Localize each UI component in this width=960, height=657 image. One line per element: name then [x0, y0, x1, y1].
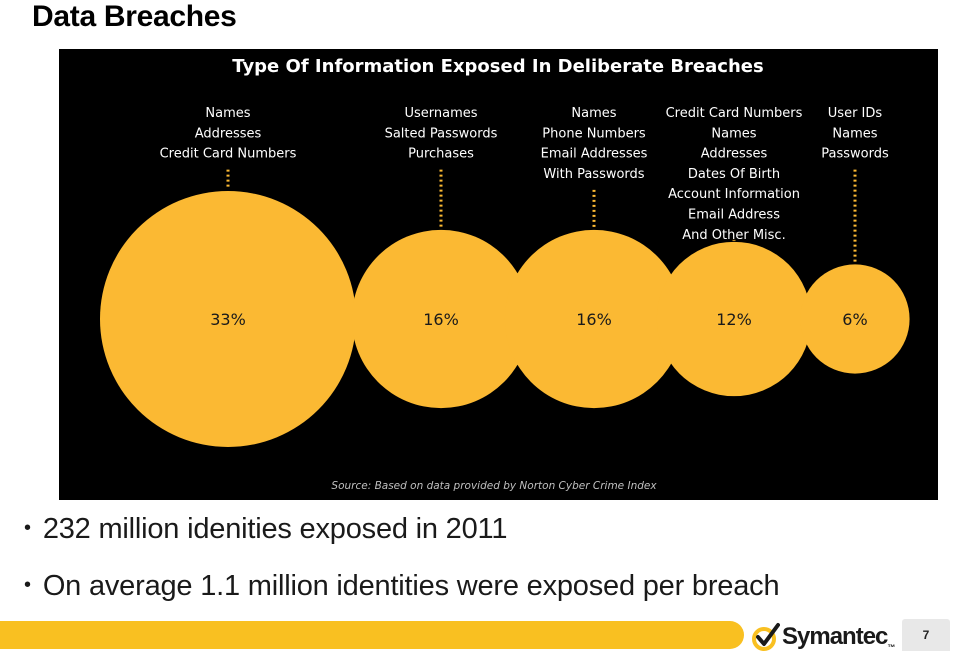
- page-number: 7: [902, 619, 950, 651]
- bubble-chart-panel: Type Of Information Exposed In Deliberat…: [59, 49, 938, 500]
- logo-wordmark: Symantec™: [782, 622, 895, 652]
- bubble-category-label: Account Information: [668, 187, 800, 202]
- footer-accent-bar: [0, 621, 744, 649]
- bubble: [100, 191, 356, 447]
- bubble-value-label: 16%: [423, 310, 459, 329]
- symantec-logo: Symantec™: [752, 622, 895, 652]
- bubble-category-label: Names: [205, 106, 250, 121]
- bubble-category-label: Email Address: [688, 208, 780, 223]
- bubble-category-label: Names: [571, 106, 616, 121]
- chart-source-note: Source: Based on data provided by Norton…: [331, 480, 657, 492]
- bubble-value-label: 16%: [576, 310, 612, 329]
- bubble-category-label: Names: [832, 126, 877, 141]
- slide-title: Data Breaches: [32, 0, 237, 33]
- bubble-category-label: Addresses: [701, 147, 768, 162]
- bubble-value-label: 33%: [210, 310, 246, 329]
- bubble-category-label: Usernames: [404, 106, 477, 121]
- bubble-category-label: And Other Misc.: [682, 228, 785, 243]
- bubble: [351, 229, 531, 409]
- bubble: [800, 264, 910, 374]
- bubble-category-label: Dates Of Birth: [688, 167, 780, 182]
- bubble: [656, 241, 812, 397]
- bubble-category-label: Phone Numbers: [542, 126, 646, 141]
- bubble-category-label: Purchases: [408, 147, 474, 162]
- bubble-category-label: Addresses: [195, 126, 262, 141]
- bubble-category-label: With Passwords: [543, 167, 644, 182]
- bubble-value-label: 12%: [716, 310, 752, 329]
- checkmark-logo-icon: [752, 623, 780, 651]
- bubble-category-label: Credit Card Numbers: [666, 106, 803, 121]
- bullet-item: On average 1.1 million identities were e…: [24, 569, 780, 606]
- bubble-category-label: Passwords: [821, 147, 889, 162]
- bubble-category-label: Email Addresses: [541, 147, 648, 162]
- bullet-item: 232 million idenities exposed in 2011: [24, 512, 779, 549]
- bubble-category-label: Names: [711, 126, 756, 141]
- bubble-category-label: Credit Card Numbers: [160, 147, 297, 162]
- bubble-value-label: 6%: [842, 310, 867, 329]
- bullet-list: 232 million idenities exposed in 2011 On…: [24, 512, 780, 626]
- bubble-category-label: Salted Passwords: [385, 126, 498, 141]
- bubble-chart: Type Of Information Exposed In Deliberat…: [100, 56, 910, 492]
- chart-title: Type Of Information Exposed In Deliberat…: [232, 56, 763, 77]
- bubble: [504, 229, 684, 409]
- bubble-category-label: User IDs: [828, 106, 883, 121]
